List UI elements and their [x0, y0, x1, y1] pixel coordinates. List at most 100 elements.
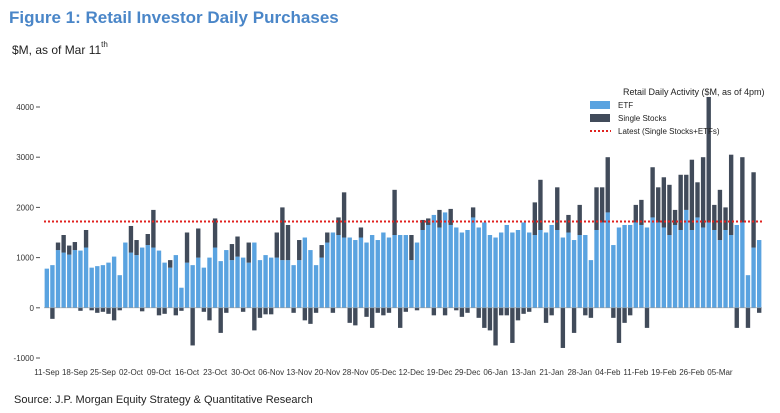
x-tick-label: 13-Nov: [286, 368, 312, 377]
single-stocks-bar: [437, 209, 442, 228]
x-tick-label: 16-Oct: [175, 368, 200, 377]
etf-bar: [224, 250, 229, 308]
etf-bar: [728, 235, 734, 308]
y-tick-label: 2000: [16, 203, 34, 212]
single-stocks-bar: [498, 307, 504, 316]
legend: Retail Daily Activity ($M, as of 4pm) ET…: [590, 87, 765, 136]
etf-bar: [700, 227, 706, 308]
etf-bar: [577, 235, 582, 308]
x-tick-label: 19-Dec: [427, 368, 453, 377]
etf-bar: [218, 261, 223, 308]
figure-title: Figure 1: Retail Investor Daily Purchase…: [9, 8, 339, 27]
x-tick-label: 30-Oct: [231, 368, 256, 377]
etf-bar: [302, 237, 308, 308]
single-stocks-bar: [678, 174, 683, 230]
etf-bar: [291, 265, 296, 308]
etf-bar: [72, 250, 78, 308]
etf-bar: [560, 237, 566, 308]
etf-bar: [515, 229, 521, 308]
etf-bar: [285, 260, 291, 308]
single-stocks-bar: [510, 307, 515, 343]
figure-subtitle: $M, as of Mar 11th: [12, 40, 108, 57]
etf-bar: [594, 229, 599, 308]
single-stocks-bar: [560, 307, 566, 348]
etf-bar: [252, 242, 257, 308]
etf-bar: [134, 255, 139, 308]
x-tick-label: 20-Nov: [314, 368, 340, 377]
legend-etf-swatch: [590, 101, 610, 109]
single-stocks-bar: [571, 307, 577, 333]
etf-bar: [470, 217, 476, 308]
etf-bar: [717, 240, 723, 308]
single-stocks-bar: [224, 307, 229, 313]
single-stocks-bar: [706, 96, 711, 223]
etf-bar: [549, 224, 554, 308]
etf-bar: [611, 245, 616, 308]
etf-bar: [504, 224, 509, 308]
etf-bar: [61, 252, 66, 308]
etf-bar: [145, 245, 150, 308]
etf-bar: [229, 260, 235, 308]
single-stocks-bar: [549, 307, 554, 316]
etf-bar: [235, 256, 240, 308]
etf-bar: [532, 235, 538, 308]
etf-bar: [392, 235, 397, 308]
etf-bar: [684, 209, 689, 308]
single-stocks-bar: [190, 307, 195, 346]
etf-bar: [431, 214, 437, 308]
etf-bar: [67, 254, 72, 308]
x-tick-label: 23-Oct: [203, 368, 228, 377]
single-stocks-bar: [330, 307, 336, 313]
single-stocks-bar: [543, 307, 549, 323]
etf-bar: [555, 229, 560, 308]
single-stocks-bar: [263, 307, 268, 315]
etf-bar: [712, 229, 717, 308]
etf-bar: [521, 222, 526, 308]
etf-bar: [751, 247, 756, 308]
single-stocks-bar: [470, 207, 476, 218]
single-stocks-bar: [252, 307, 257, 331]
single-stocks-bar: [689, 159, 695, 230]
single-stocks-bar: [201, 307, 207, 312]
single-stocks-bar: [465, 307, 470, 313]
x-tick-label: 25-Sep: [90, 368, 116, 377]
etf-bar: [330, 232, 336, 308]
etf-bar: [201, 267, 207, 308]
single-stocks-bar: [431, 307, 437, 316]
etf-bar: [627, 224, 633, 308]
single-stocks-bar: [218, 307, 223, 333]
single-stocks-bar: [162, 307, 167, 314]
etf-bar: [757, 240, 762, 308]
single-stocks-bar: [369, 307, 375, 328]
etf-bar: [369, 235, 375, 308]
single-stocks-bar: [633, 204, 638, 223]
single-stocks-bar: [280, 207, 285, 261]
single-stocks-bar: [538, 179, 543, 230]
single-stocks-bar: [139, 307, 145, 312]
single-stocks-bar: [83, 229, 89, 248]
single-stocks-bar: [566, 214, 571, 233]
single-stocks-bar: [151, 209, 156, 248]
single-stocks-bar: [95, 307, 100, 313]
etf-bar: [442, 212, 448, 308]
etf-bar: [240, 257, 246, 308]
single-stocks-bar: [78, 307, 83, 311]
etf-bar: [179, 287, 184, 308]
etf-bar: [274, 257, 279, 308]
etf-bar: [650, 217, 655, 308]
single-stocks-bar: [117, 307, 122, 311]
single-stocks-bar: [627, 307, 633, 316]
etf-bar: [151, 247, 156, 308]
etf-bar: [633, 222, 638, 308]
etf-bar: [336, 235, 341, 308]
etf-bar: [280, 260, 285, 308]
single-stocks-bar: [515, 307, 521, 321]
x-tick-label: 29-Dec: [455, 368, 481, 377]
single-stocks-bar: [235, 236, 240, 257]
single-stocks-bar: [341, 192, 347, 238]
single-stocks-bar: [493, 307, 498, 346]
y-tick-label: 1000: [16, 254, 34, 263]
single-stocks-bar: [313, 307, 319, 313]
etf-bar: [454, 227, 459, 308]
single-stocks-bar: [179, 307, 184, 311]
